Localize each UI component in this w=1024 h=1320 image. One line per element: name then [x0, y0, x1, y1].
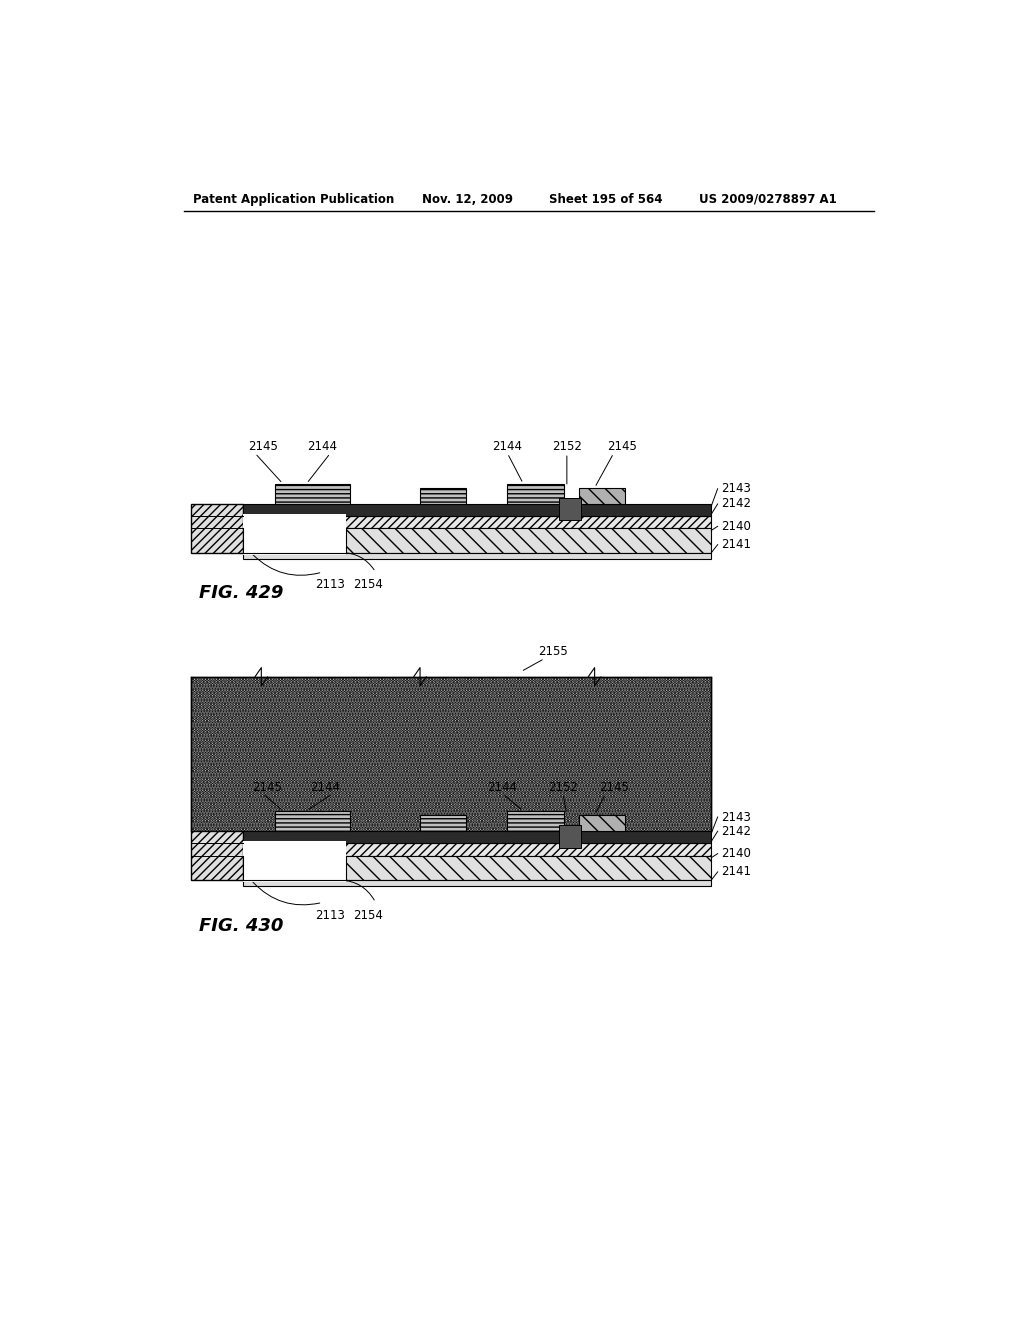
Text: 2113: 2113 [315, 578, 345, 591]
Text: 2144: 2144 [487, 780, 517, 793]
Bar [274, 483, 350, 504]
Bar [420, 487, 466, 504]
Text: 2155: 2155 [538, 645, 567, 659]
Bar [191, 677, 712, 832]
Text: 2152: 2152 [552, 440, 582, 453]
Bar [274, 810, 350, 832]
Bar [579, 814, 625, 832]
Text: US 2009/0278897 A1: US 2009/0278897 A1 [699, 193, 838, 206]
Text: Sheet 195 of 564: Sheet 195 of 564 [549, 193, 663, 206]
Bar [507, 810, 564, 832]
Text: 2143: 2143 [722, 482, 752, 495]
Bar [559, 498, 582, 520]
Bar [243, 553, 712, 558]
Text: 2142: 2142 [722, 498, 752, 511]
Bar [559, 825, 582, 847]
Text: 2113: 2113 [315, 908, 345, 921]
Text: 2140: 2140 [722, 520, 752, 533]
Bar [243, 880, 712, 886]
Bar [243, 843, 712, 855]
Text: Patent Application Publication: Patent Application Publication [194, 193, 394, 206]
Text: 2142: 2142 [722, 825, 752, 838]
Bar [507, 483, 564, 504]
Text: 2152: 2152 [548, 780, 578, 793]
Bar [420, 814, 466, 832]
Text: FIG. 430: FIG. 430 [200, 917, 284, 935]
Text: 2143: 2143 [722, 810, 752, 824]
Text: 2140: 2140 [722, 847, 752, 861]
Text: 2144: 2144 [310, 780, 340, 793]
Bar [243, 516, 712, 528]
Text: ~2114~: ~2114~ [251, 512, 301, 525]
Bar [243, 504, 712, 516]
Bar [243, 841, 346, 882]
Text: 2145: 2145 [599, 780, 629, 793]
Bar [579, 487, 625, 504]
Bar [243, 513, 346, 554]
Text: 2141: 2141 [722, 866, 752, 878]
Bar [243, 528, 712, 553]
Bar [243, 855, 712, 880]
Bar [243, 832, 712, 843]
Text: 2154: 2154 [352, 578, 383, 591]
Text: FIG. 429: FIG. 429 [200, 585, 284, 602]
Text: 2145: 2145 [252, 780, 282, 793]
Bar [191, 504, 243, 553]
Text: 2141: 2141 [722, 539, 752, 552]
Text: 2144: 2144 [307, 440, 338, 453]
Bar [191, 677, 712, 832]
Text: 2145: 2145 [248, 440, 278, 453]
Text: 2154: 2154 [352, 908, 383, 921]
Text: 2145: 2145 [606, 440, 637, 453]
Text: Nov. 12, 2009: Nov. 12, 2009 [422, 193, 513, 206]
Text: 2144: 2144 [493, 440, 522, 453]
Bar [191, 832, 243, 880]
